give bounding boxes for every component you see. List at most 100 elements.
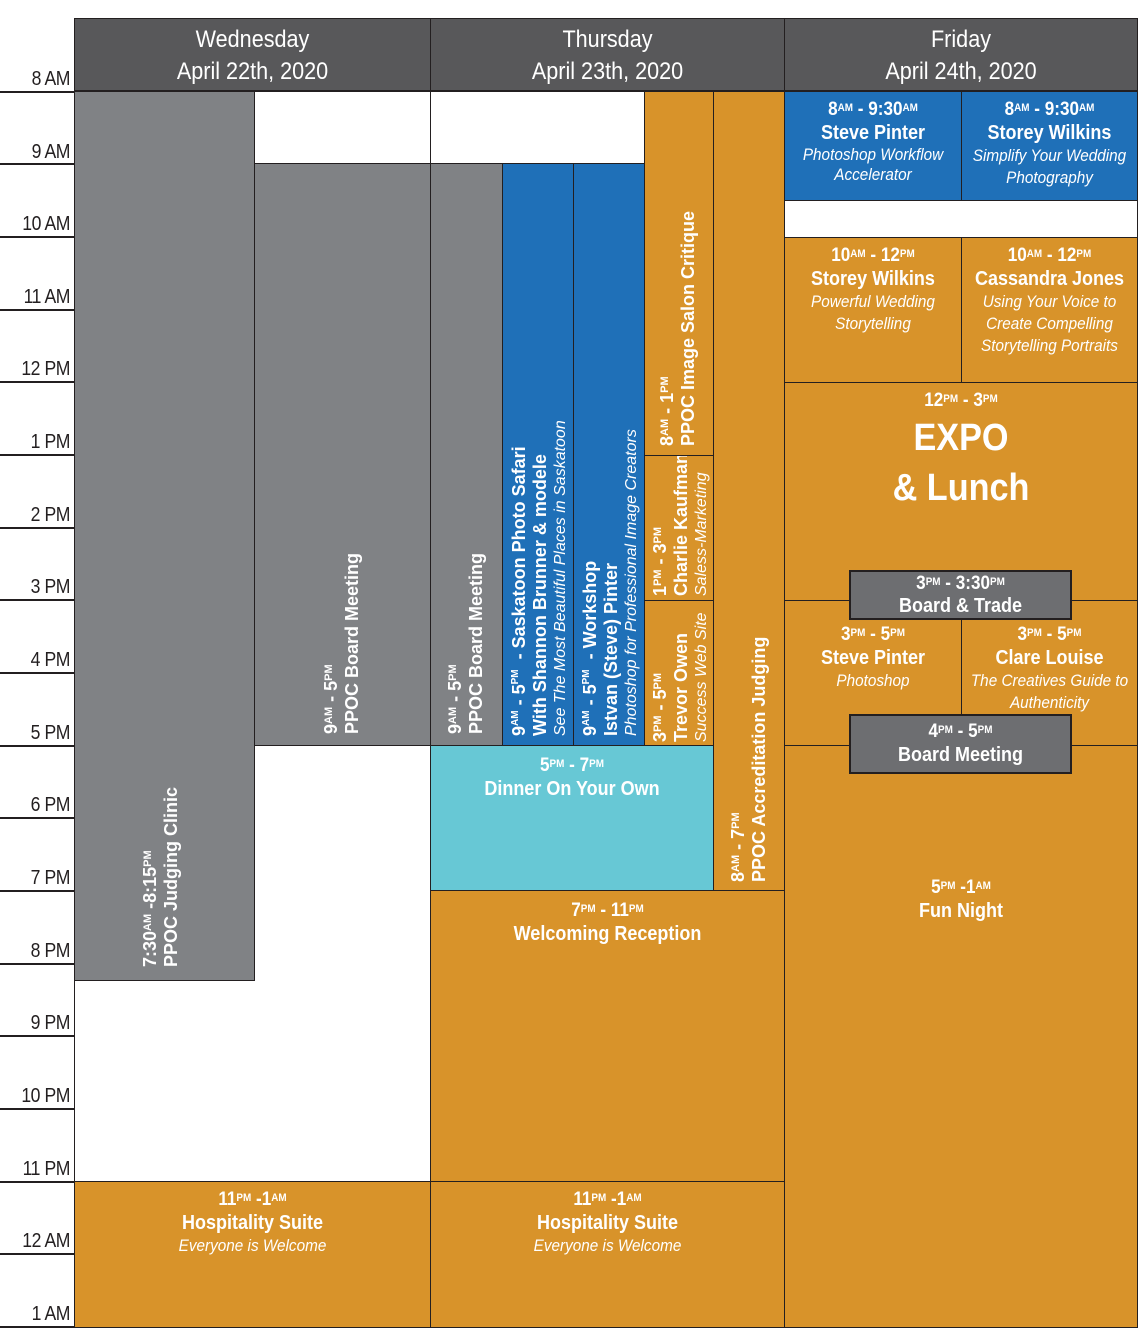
event-end-suffix: PM — [1066, 627, 1082, 639]
event-time-title: 9AM - 5PM - Workshop — [580, 560, 600, 736]
event-time: 7:30AM -8:15PM — [140, 850, 160, 967]
event-end: 9:30 — [868, 99, 903, 120]
event-charlie-kaufman[interactable]: 1PM - 3PM Charlie Kaufman Saless-Marketi… — [644, 455, 714, 601]
time-tick — [0, 963, 75, 965]
time-tick — [0, 381, 75, 383]
event-start: 4 — [928, 721, 939, 742]
event-time: 9AM - 5PM — [445, 664, 465, 734]
event-wed-hospitality-suite[interactable]: 11PM -1AM Hospitality Suite Everyone is … — [74, 1181, 431, 1328]
event-end-suffix: PM — [1076, 248, 1092, 260]
time-label: 11 PM — [22, 1158, 71, 1180]
event-end-suffix: AM — [975, 880, 991, 892]
event-end-suffix: PM — [447, 664, 459, 681]
event-trevor-owen[interactable]: 3PM - 5PM Trevor Owen Success Web Site — [644, 600, 714, 746]
event-fri-storey-wilkins[interactable]: 10AM - 12PM Storey Wilkins Powerful Wedd… — [784, 237, 962, 383]
time-label: 10 PM — [21, 1085, 70, 1107]
event-time: 4PM - 5PM — [928, 721, 993, 742]
event-end: 7 — [579, 755, 590, 776]
event-salon-critique[interactable]: 8AM - 1PM PPOC Image Salon Critique — [644, 91, 714, 456]
event-expo-lunch[interactable]: 12PM - 3PM EXPO & Lunch — [784, 382, 1138, 601]
event-start: 8 — [657, 435, 677, 446]
event-dinner[interactable]: 5PM - 7PM Dinner On Your Own — [430, 745, 714, 891]
event-subtitle: Everyone is Welcome — [533, 1236, 682, 1255]
event-fun-night[interactable]: 5PM -1AM Fun Night — [784, 745, 1138, 1328]
event-subtitle: The Creatives Guide to Authenticity — [970, 671, 1129, 712]
time-label: 7 PM — [30, 867, 71, 889]
event-judging-clinic[interactable]: 7:30AM -8:15PM PPOC Judging Clinic — [74, 91, 255, 981]
event-start: 5 — [931, 877, 941, 898]
event-start-suffix: AM — [1014, 102, 1030, 114]
event-end: 9:30 — [1044, 99, 1079, 120]
event-start-suffix: AM — [447, 706, 459, 724]
time-label: 8 AM — [31, 68, 71, 90]
event-start-suffix: AM — [730, 854, 742, 872]
event-end: 7 — [728, 828, 748, 839]
event-start: 10 — [1007, 245, 1027, 266]
time-tick — [0, 163, 75, 165]
event-subtitle: Photoshop for Professional Image Creator… — [623, 429, 640, 736]
event-workshop[interactable]: 9AM - 5PM - Workshop Istvan (Steve) Pint… — [573, 163, 645, 746]
time-tick — [0, 527, 75, 529]
event-title: Fun Night — [919, 900, 1003, 922]
event-fri-storey-wilkins-morning[interactable]: 8AM - 9:30AM Storey Wilkins Simplify You… — [961, 91, 1138, 201]
event-end-suffix: PM — [142, 850, 154, 867]
event-fri-steve-pinter-morning[interactable]: 8AM - 9:30AM Steve Pinter Photoshop Work… — [784, 91, 962, 201]
event-end: 1 — [965, 877, 976, 898]
event-start-suffix: AM — [837, 102, 854, 114]
event-thu-board-meeting[interactable]: 9AM - 5PM PPOC Board Meeting — [430, 163, 503, 746]
time-label: 5 PM — [30, 722, 71, 744]
event-end-suffix: PM — [652, 672, 664, 690]
event-start: 12 — [924, 390, 944, 411]
event-end: 3:30 — [955, 573, 990, 594]
day-date: April 24th, 2020 — [885, 58, 1037, 85]
event-end-suffix: PM — [589, 758, 604, 770]
time-label: 4 PM — [30, 649, 71, 671]
event-start-suffix: AM — [1026, 248, 1043, 260]
event-subtitle: Photoshop Workflow Accelerator — [802, 145, 944, 184]
time-tick — [0, 1181, 75, 1183]
day-weekday: Wednesday — [195, 26, 310, 53]
event-photo-safari[interactable]: 9AM - 5PM - Saskatoon Photo Safari With … — [502, 163, 574, 746]
event-subtitle: Saless-Marketing — [693, 472, 710, 596]
time-tick — [0, 817, 75, 819]
event-fri-cassandra-jones[interactable]: 10AM - 12PM Cassandra Jones Using Your V… — [961, 237, 1138, 383]
event-start: 3 — [650, 731, 670, 742]
event-thu-hospitality-suite[interactable]: 11PM -1AM Hospitality Suite Everyone is … — [430, 1181, 785, 1328]
event-start: 11 — [218, 1189, 237, 1210]
event-start: 8 — [828, 99, 838, 120]
event-fri-board-meeting[interactable]: 4PM - 5PM Board Meeting — [849, 714, 1072, 774]
event-end: 5 — [445, 680, 465, 691]
event-start-suffix: AM — [850, 248, 866, 260]
day-header-friday: Friday April 24th, 2020 — [784, 18, 1138, 91]
time-label: 11 AM — [23, 286, 71, 308]
event-title: Storey Wilkins — [987, 122, 1112, 144]
event-end: 12 — [1057, 245, 1077, 266]
event-end-suffix: PM — [989, 576, 1005, 588]
event-start: 9 — [509, 725, 529, 736]
event-end-suffix: PM — [977, 724, 993, 736]
time-tick — [0, 91, 75, 93]
time-label: 1 AM — [31, 1303, 71, 1325]
time-label: 3 PM — [30, 576, 71, 598]
event-end-suffix: AM — [902, 102, 918, 114]
event-welcoming-reception[interactable]: 7PM - 11PM Welcoming Reception — [430, 890, 785, 1182]
event-subtitle: Success Web Site — [693, 612, 710, 742]
time-label: 10 AM — [22, 213, 70, 235]
time-label: 6 PM — [30, 794, 71, 816]
event-time: 3PM - 5PM — [650, 672, 670, 742]
event-text: 7:30AM -8:15PM PPOC Judging Clinic — [140, 787, 182, 967]
event-end-suffix: AM — [1078, 102, 1095, 114]
time-label: 1 PM — [30, 431, 71, 453]
event-end-suffix: PM — [652, 526, 664, 544]
event-board-trade[interactable]: 3PM - 3:30PM Board & Trade — [849, 570, 1072, 620]
time-tick — [0, 309, 75, 311]
event-title: Board & Trade — [898, 595, 1023, 617]
time-label: 9 PM — [30, 1012, 71, 1034]
event-start: 8 — [728, 871, 748, 882]
event-wed-board-meeting[interactable]: 9AM - 5PM PPOC Board Meeting — [254, 163, 431, 746]
event-time: 1PM - 3PM — [650, 526, 670, 596]
event-title: Cassandra Jones — [974, 268, 1125, 290]
event-end: 12 — [880, 245, 900, 266]
event-start: 9 — [321, 723, 341, 734]
event-accreditation-judging[interactable]: 8AM - 7PM PPOC Accreditation Judging — [713, 91, 785, 891]
